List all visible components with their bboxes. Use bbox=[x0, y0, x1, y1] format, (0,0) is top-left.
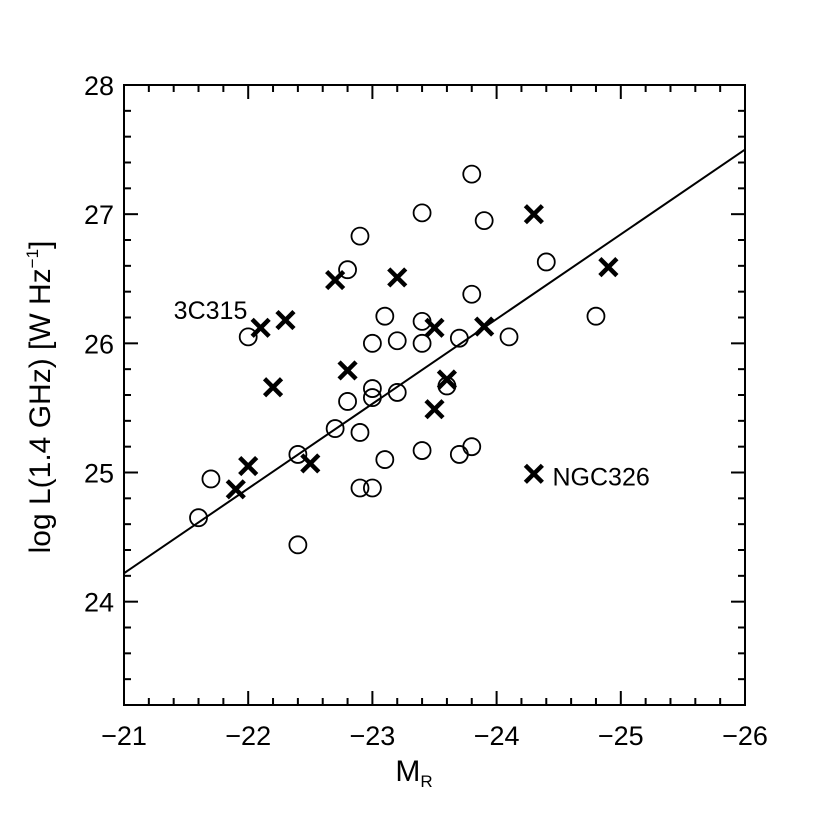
y-tick-label: 24 bbox=[84, 588, 114, 618]
cross-point bbox=[474, 316, 495, 337]
circle-point bbox=[350, 478, 370, 498]
circle-point bbox=[412, 441, 432, 460]
cross-point bbox=[250, 317, 271, 338]
cross-point bbox=[275, 309, 296, 331]
plot-frame bbox=[123, 84, 746, 706]
plot-axes bbox=[123, 84, 746, 706]
cross-point bbox=[325, 269, 346, 291]
circle-point bbox=[201, 469, 221, 489]
y-axis-label-main: log L(1.4 GHz) [W Hz bbox=[24, 268, 57, 553]
circle-point bbox=[462, 284, 482, 304]
y-axis-label: log L(1.4 GHz) [W Hz−1] bbox=[23, 241, 57, 554]
cross-point bbox=[424, 317, 445, 338]
data-points bbox=[189, 164, 619, 555]
x-axis-label: MR bbox=[395, 755, 432, 791]
y-axis-label-close: ] bbox=[24, 241, 57, 249]
circle-point bbox=[375, 306, 395, 326]
circle-point bbox=[536, 252, 556, 272]
cross-point bbox=[337, 360, 358, 381]
circle-point bbox=[387, 331, 407, 351]
circle-point bbox=[586, 306, 606, 326]
cross-point bbox=[300, 453, 321, 474]
cross-point bbox=[436, 369, 458, 390]
circle-point bbox=[350, 226, 370, 246]
circle-point bbox=[462, 164, 482, 184]
annotation-ngc326: NGC326 bbox=[552, 463, 649, 491]
x-tick-label: −26 bbox=[722, 721, 768, 751]
circle-point bbox=[238, 327, 258, 347]
cross-point bbox=[598, 257, 619, 278]
x-tick-label: −23 bbox=[349, 721, 395, 751]
circle-point bbox=[462, 437, 482, 457]
fit-line bbox=[123, 148, 746, 575]
cross-point bbox=[238, 455, 259, 477]
cross-point bbox=[523, 204, 544, 225]
annotation-3c315: 3C315 bbox=[174, 297, 248, 325]
circle-point bbox=[189, 508, 208, 528]
circle-point bbox=[325, 419, 345, 438]
circle-point bbox=[362, 379, 382, 398]
circle-point bbox=[412, 333, 432, 353]
fit-line-group bbox=[123, 148, 746, 575]
cross-point bbox=[262, 377, 284, 398]
circle-point bbox=[412, 203, 432, 223]
circle-point bbox=[338, 392, 357, 411]
y-tick-label: 27 bbox=[84, 200, 114, 230]
circle-point bbox=[387, 383, 407, 402]
circle-point bbox=[375, 450, 395, 469]
cross-point bbox=[523, 463, 544, 484]
circle-point bbox=[449, 328, 469, 348]
y-tick-label: 28 bbox=[84, 71, 114, 101]
x-tick-label: −25 bbox=[598, 721, 644, 751]
x-tick-label: −21 bbox=[101, 721, 147, 751]
x-tick-label: −24 bbox=[474, 721, 520, 751]
circle-point bbox=[350, 423, 370, 442]
axis-ticks: −21 −22 −23 −24 −25 −26 24 25 26 27 28 bbox=[84, 71, 768, 751]
y-tick-label: 26 bbox=[84, 329, 114, 359]
x-axis-label-main: M bbox=[395, 755, 420, 788]
circle-point bbox=[362, 388, 382, 407]
cross-point bbox=[387, 267, 408, 288]
y-axis-label-exponent: −1 bbox=[23, 249, 42, 268]
circle-point bbox=[288, 445, 308, 464]
x-axis-label-subscript: R bbox=[420, 772, 432, 791]
y-tick-label: 25 bbox=[84, 459, 114, 489]
chart-labels: MR log L(1.4 GHz) [W Hz−1] 3C315 NGC326 bbox=[23, 241, 650, 791]
circle-point bbox=[449, 445, 469, 464]
circle-point bbox=[362, 478, 382, 498]
cross-point bbox=[424, 399, 445, 420]
circle-point bbox=[499, 327, 519, 347]
cross-point bbox=[225, 479, 246, 500]
x-tick-label: −22 bbox=[225, 721, 271, 751]
circle-point bbox=[474, 211, 494, 231]
circle-point bbox=[338, 260, 357, 280]
circle-point bbox=[362, 333, 382, 353]
circle-point bbox=[288, 535, 308, 555]
